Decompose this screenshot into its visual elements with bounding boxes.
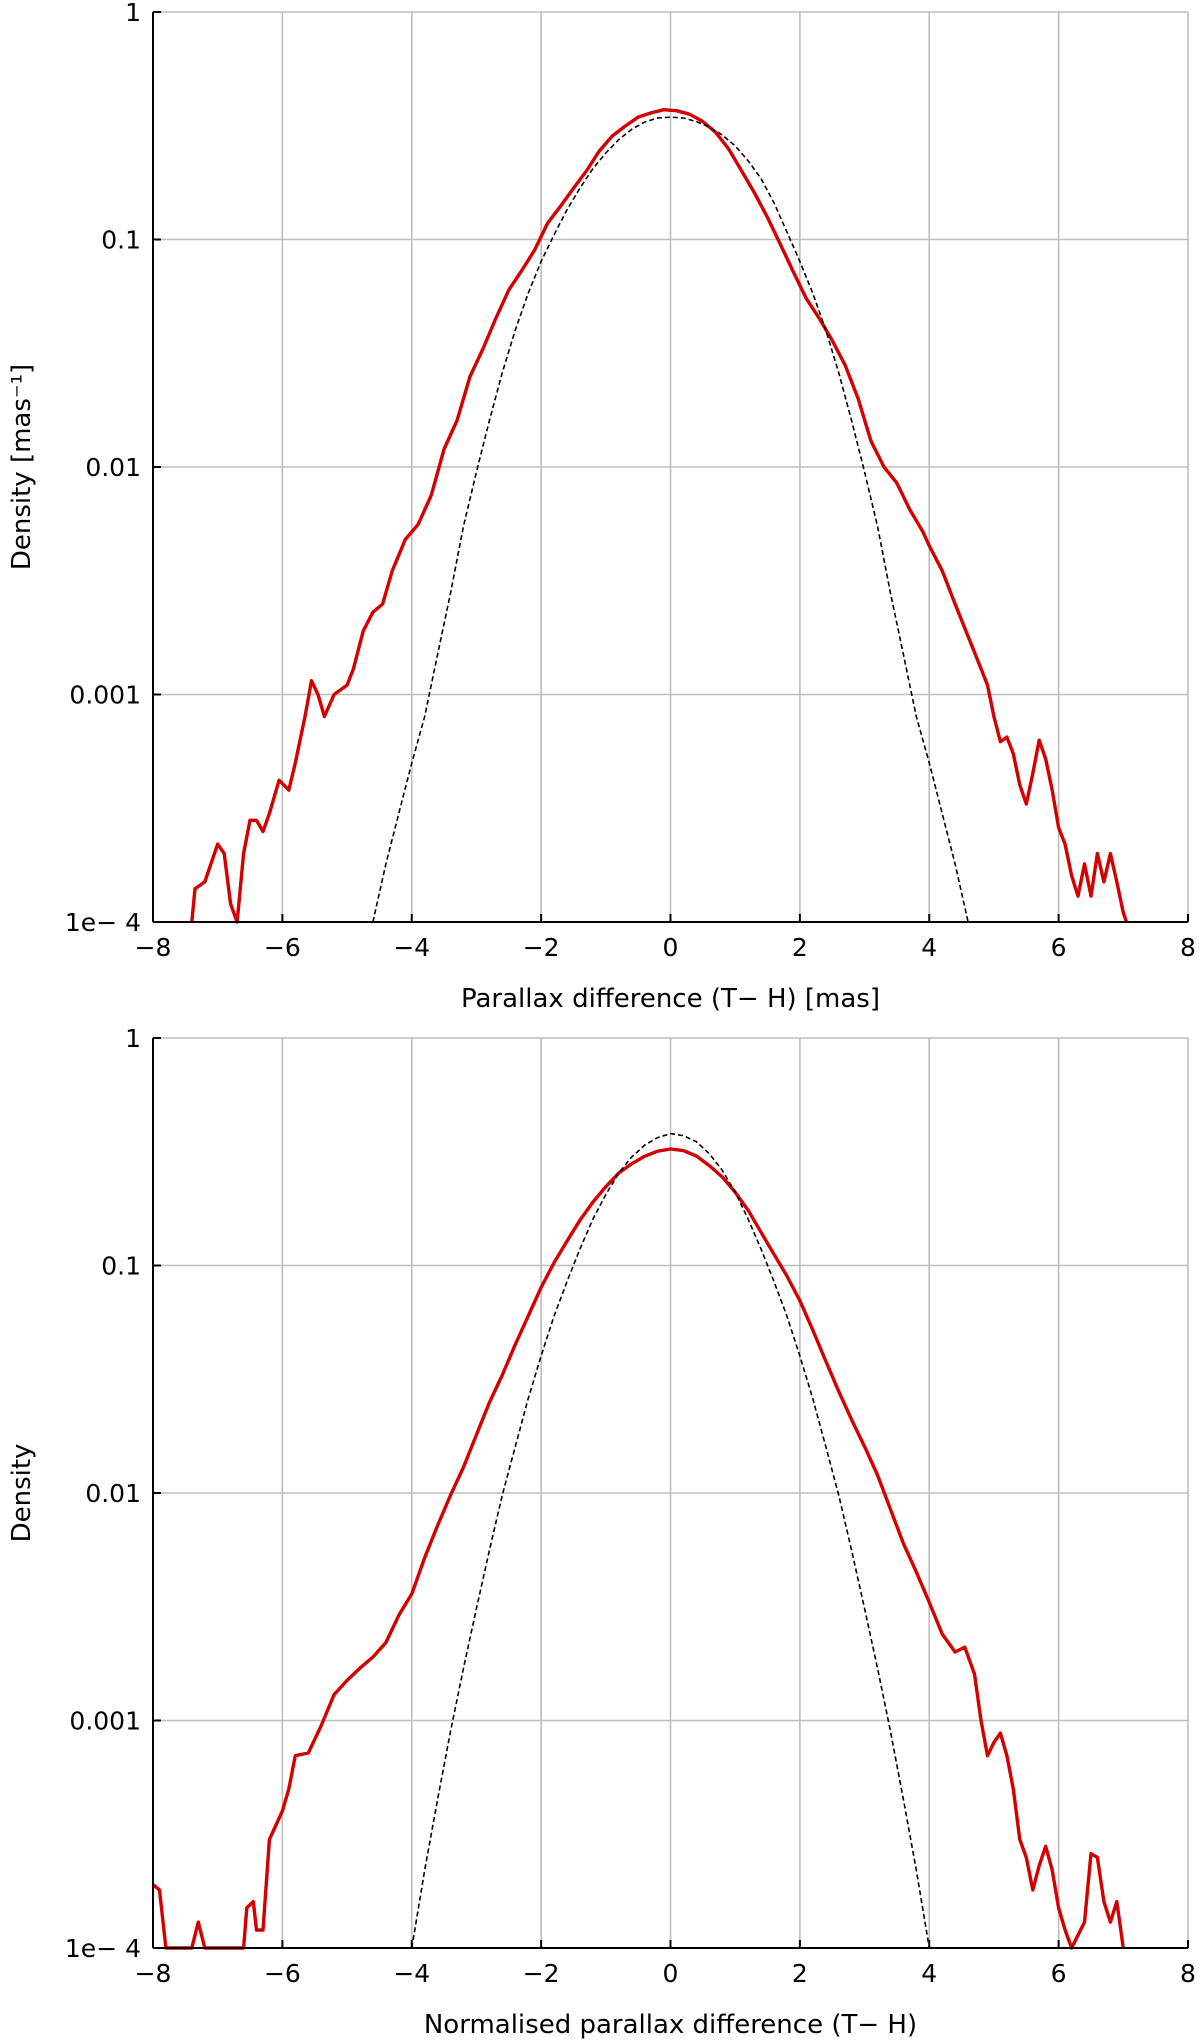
x-tick-label: −6 <box>264 1959 301 1988</box>
bottom-panel-chart: −8 −6 −4 −2 0 2 4 6 8 1e− 4 0.001 0.01 0.1 1 Normalise… <box>7 1024 1196 2040</box>
x-tick-label: 0 <box>663 933 679 962</box>
x-tick-label: 2 <box>792 1959 808 1988</box>
y-axis-title: Density [mas⁻¹] <box>7 364 37 570</box>
x-axis-title: Normalised parallax difference (T− H) <box>424 2010 917 2040</box>
y-tick-label: 0.1 <box>101 226 141 255</box>
gaussian-reference-line <box>372 116 969 923</box>
y-axis-title: Density <box>7 1444 37 1543</box>
y-tick-label: 0.001 <box>69 681 141 710</box>
x-axis-title: Parallax difference (T− H) [mas] <box>461 984 880 1014</box>
gaussian-reference-line <box>411 1132 931 1949</box>
x-tick-label: 0 <box>663 1959 679 1988</box>
empirical-density-line <box>190 108 1129 924</box>
y-tick-label: 0.001 <box>69 1707 141 1736</box>
x-tick-label: 8 <box>1180 1959 1196 1988</box>
y-tick-label: 0.01 <box>85 1479 141 1508</box>
x-tick-label: −2 <box>523 933 560 962</box>
x-tick-label: 4 <box>921 933 937 962</box>
y-tick-label: 0.01 <box>85 453 141 482</box>
x-tick-label: −4 <box>393 1959 430 1988</box>
x-tick-label: 6 <box>1051 1959 1067 1988</box>
y-tick-label: 1e− 4 <box>65 1934 141 1963</box>
y-tick-label: 1e− 4 <box>65 908 141 937</box>
x-tick-label: 2 <box>792 933 808 962</box>
x-tick-label: 4 <box>921 1959 937 1988</box>
x-tick-label: −2 <box>523 1959 560 1988</box>
x-tick-label: 6 <box>1051 933 1067 962</box>
x-tick-label: −8 <box>135 933 172 962</box>
empirical-density-line <box>151 1147 1125 1950</box>
x-tick-label: −8 <box>135 1959 172 1988</box>
y-tick-label: 1 <box>125 0 141 27</box>
x-tick-label: −4 <box>393 933 430 962</box>
y-tick-label: 0.1 <box>101 1252 141 1281</box>
x-tick-label: −6 <box>264 933 301 962</box>
x-tick-label: 8 <box>1180 933 1196 962</box>
y-tick-label: 1 <box>125 1024 141 1053</box>
top-panel-chart: −8 −6 −4 −2 0 2 4 6 8 1e− 4 0.001 0.01 0.1 1 Parallax … <box>7 0 1196 1014</box>
